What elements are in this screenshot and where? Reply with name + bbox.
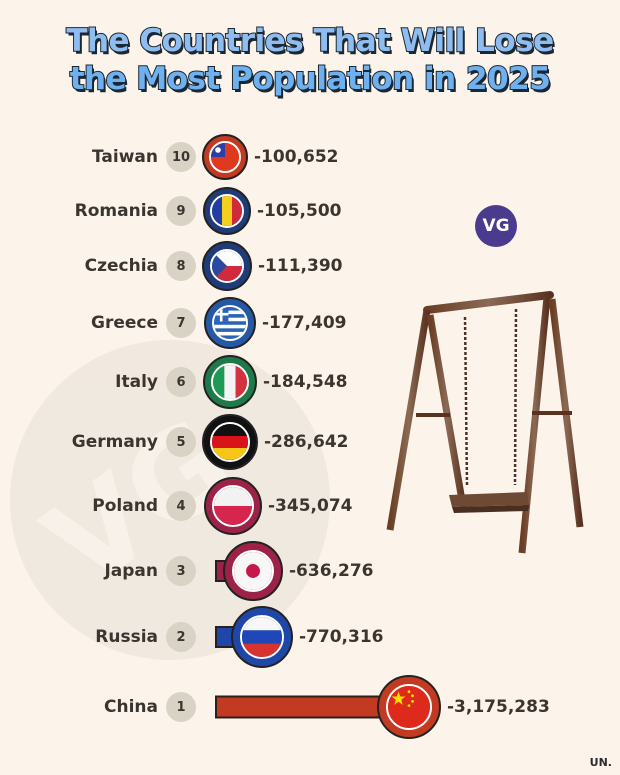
china-flag-icon	[377, 675, 441, 739]
title-line-2: the Most Population in 2025	[69, 60, 552, 98]
chart-title: The Countries That Will Lose the Most Po…	[0, 22, 620, 98]
italy-flag-icon	[203, 355, 257, 409]
title-line-1: The Countries That Will Lose	[65, 22, 555, 60]
country-label: Greece	[90, 313, 158, 333]
rank-badge: 1	[166, 692, 196, 722]
value-label: -100,652	[254, 147, 339, 167]
country-label: Germany	[71, 432, 158, 452]
value-label: -111,390	[258, 256, 343, 276]
value-label: -184,548	[263, 372, 348, 392]
rank-badge: 8	[166, 251, 196, 281]
swing-illustration	[386, 291, 584, 554]
country-label: Czechia	[84, 256, 158, 276]
rank-badge: 3	[166, 556, 196, 586]
poland-flag-icon	[204, 477, 262, 535]
country-label: Russia	[95, 627, 158, 647]
country-label: Taiwan	[92, 147, 158, 167]
value-label: -636,276	[289, 561, 374, 581]
bar	[215, 626, 235, 648]
japan-flag-icon	[223, 541, 283, 601]
greece-flag-icon	[204, 297, 256, 349]
country-label: Japan	[104, 561, 158, 581]
country-label: Poland	[92, 496, 158, 516]
vg-logo: VG	[475, 205, 517, 247]
value-label: -105,500	[257, 201, 342, 221]
rank-badge: 9	[166, 196, 196, 226]
value-label: -3,175,283	[447, 697, 550, 717]
rank-badge: 4	[166, 491, 196, 521]
rank-badge: 6	[166, 367, 196, 397]
value-label: -770,316	[299, 627, 384, 647]
romania-flag-icon	[203, 187, 251, 235]
rank-badge: 7	[166, 308, 196, 338]
russia-flag-icon	[231, 606, 293, 668]
country-label: China	[104, 697, 158, 717]
country-label: Italy	[115, 372, 158, 392]
taiwan-flag-icon	[202, 134, 248, 180]
rank-badge: 5	[166, 427, 196, 457]
czechia-flag-icon	[202, 241, 252, 291]
value-label: -177,409	[262, 313, 347, 333]
country-label: Romania	[74, 201, 158, 221]
germany-flag-icon	[202, 414, 258, 470]
rank-badge: 10	[166, 142, 196, 172]
value-label: -286,642	[264, 432, 349, 452]
value-label: -345,074	[268, 496, 353, 516]
rank-badge: 2	[166, 622, 196, 652]
source-label: UN.	[589, 756, 612, 769]
bar	[215, 695, 381, 719]
